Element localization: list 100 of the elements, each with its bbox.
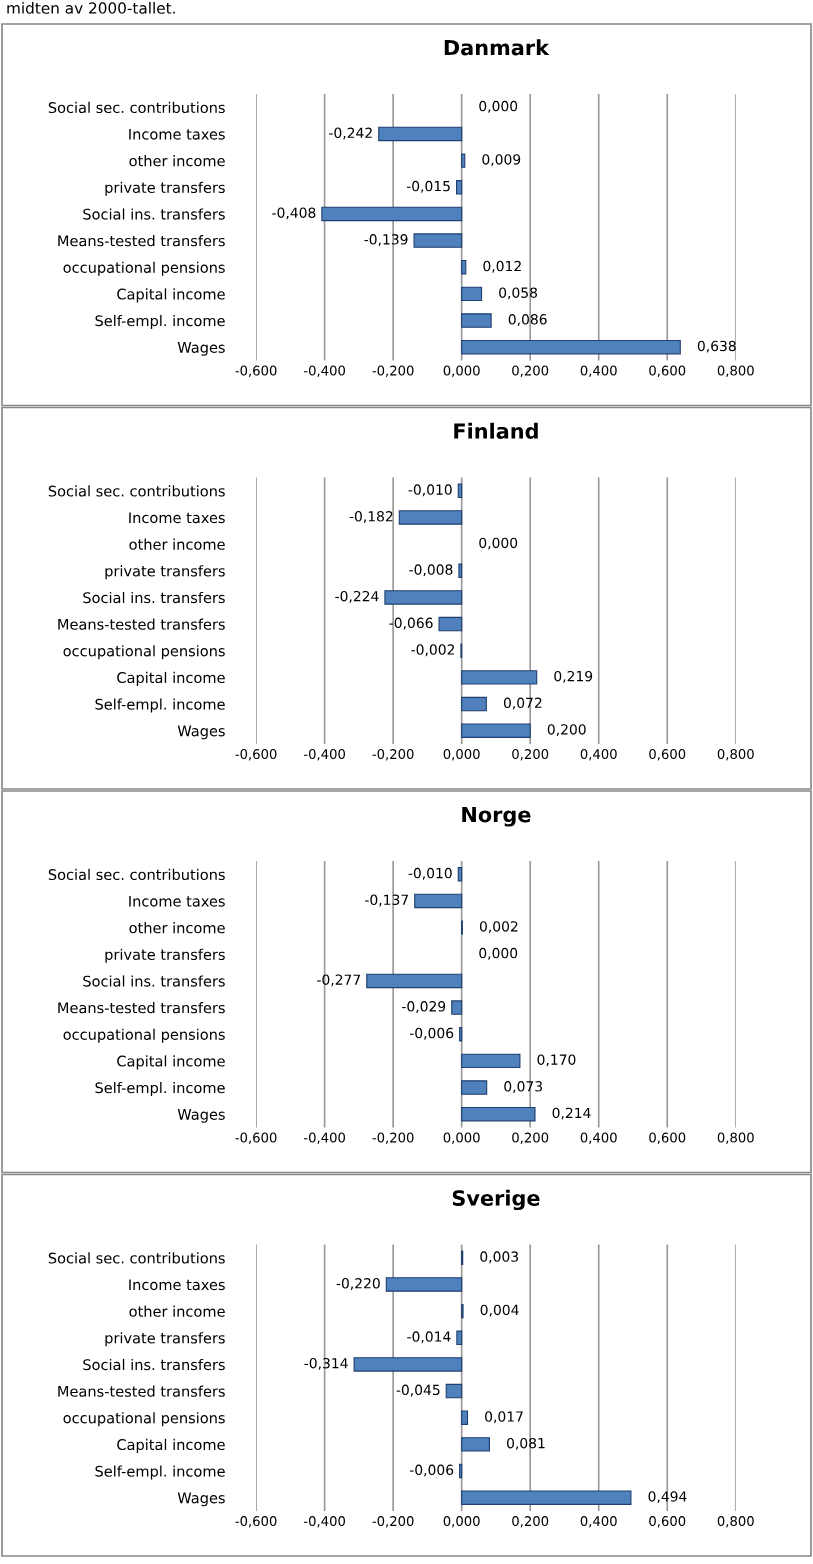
x-tick-label: -0,200 [372,1516,414,1528]
data-label: 0,004 [480,1304,519,1317]
chart-title: Finland [454,422,538,439]
data-label: 0,081 [507,1437,545,1450]
bar [456,1330,463,1345]
data-label: -0,029 [402,1001,446,1014]
bar [398,510,463,525]
data-label: 0,000 [479,947,518,960]
data-label: -0,006 [409,1464,454,1477]
x-tick-label: 0,200 [512,1516,549,1528]
x-tick-label: -0,400 [304,1132,346,1144]
bar [461,1053,521,1069]
bar [413,233,463,248]
x-tick-label: -0,200 [372,749,414,761]
data-label: 0,017 [485,1411,523,1424]
y-tick-label: Self-empl. income [95,1081,225,1097]
y-tick-label: Means-tested transfers [58,618,225,630]
data-label: -0,139 [364,234,408,247]
bar [385,1277,463,1292]
y-tick-label: Wages [177,1492,225,1507]
y-tick-label: Wages [177,725,225,740]
chart-title: Danmark [444,39,550,56]
bar [461,670,538,685]
bar [461,1437,490,1452]
y-tick-label: Income taxes [129,128,225,140]
bar [461,696,487,712]
y-tick-label: other income [129,1305,225,1317]
x-tick-label: -0,600 [235,1132,277,1144]
y-tick-label: Social sec. contributions [48,101,225,114]
x-tick-label: 0,800 [717,1516,754,1528]
x-tick-label: 0,800 [717,749,754,761]
chart-title: Sverige [452,1189,540,1211]
data-label: 0,170 [537,1054,576,1067]
y-tick-label: private transfers [105,948,225,963]
x-tick-label: 0,600 [649,365,686,377]
x-tick-label: 0,200 [512,749,549,761]
y-tick-label: Wages [177,342,225,356]
x-tick-label: -0,200 [372,365,414,377]
x-tick-label: 0,400 [580,365,617,377]
y-tick-label: private transfers [105,181,225,196]
data-label: -0,408 [272,207,316,220]
x-tick-label: 0,400 [580,1516,617,1528]
data-label: 0,009 [482,154,521,167]
bar [366,973,463,989]
y-tick-label: Means-tested transfers [58,235,225,247]
chart-title: Norge [462,806,531,827]
bar [461,1106,536,1122]
data-label: -0,015 [406,180,450,193]
x-tick-label: 0,000 [443,749,480,761]
bar [461,1410,469,1425]
y-tick-label: Social ins. transfers [83,975,225,987]
y-tick-label: occupational pensions [63,1412,225,1427]
y-tick-label: Capital income [117,1055,225,1070]
y-tick-label: Means-tested transfers [58,1002,225,1014]
data-label: 0,000 [479,537,518,550]
data-label: -0,006 [409,1027,454,1040]
bar [458,563,463,578]
bar [461,286,483,302]
data-label: 0,638 [697,340,736,353]
x-tick-label: 0,000 [443,1132,480,1144]
y-tick-label: Social sec. contributions [48,485,225,497]
bar [459,1463,463,1479]
bar [459,1027,463,1042]
y-tick-label: Social sec. contributions [48,1252,225,1264]
data-label: -0,182 [349,511,393,523]
x-tick-label: -0,600 [235,1516,277,1528]
y-tick-label: other income [129,155,225,167]
bar [461,260,467,275]
x-tick-label: 0,400 [580,1132,617,1144]
bar [461,153,466,168]
data-label: -0,314 [304,1357,348,1370]
bar [461,723,531,738]
y-tick-label: Social ins. transfers [83,208,225,220]
bar [321,206,463,222]
x-tick-label: -0,600 [235,749,277,761]
bar [455,180,463,195]
data-label: -0,242 [329,127,372,140]
y-tick-label: private transfers [105,565,225,580]
y-tick-label: occupational pensions [63,261,225,276]
x-tick-label: 0,600 [649,1516,686,1528]
y-tick-label: Capital income [117,671,225,686]
bar [414,893,463,909]
y-tick-label: Social sec. contributions [48,868,225,881]
data-label: 0,058 [499,287,538,300]
x-tick-label: 0,200 [512,1132,549,1144]
x-tick-label: 0,200 [512,365,549,377]
bar [461,339,681,355]
x-tick-label: 0,800 [717,1132,754,1144]
data-label: 0,012 [483,260,521,273]
x-tick-label: -0,400 [304,749,346,761]
bar [353,1357,463,1372]
data-label: 0,000 [479,100,518,113]
x-tick-label: 0,000 [443,1516,480,1528]
y-tick-label: Self-empl. income [95,698,225,713]
data-label: -0,014 [407,1331,451,1344]
x-tick-label: 0,000 [443,365,480,377]
data-label: 0,494 [648,1491,687,1504]
data-label: -0,277 [317,974,361,987]
y-tick-label: Social ins. transfers [83,591,225,604]
bar [445,1383,463,1399]
